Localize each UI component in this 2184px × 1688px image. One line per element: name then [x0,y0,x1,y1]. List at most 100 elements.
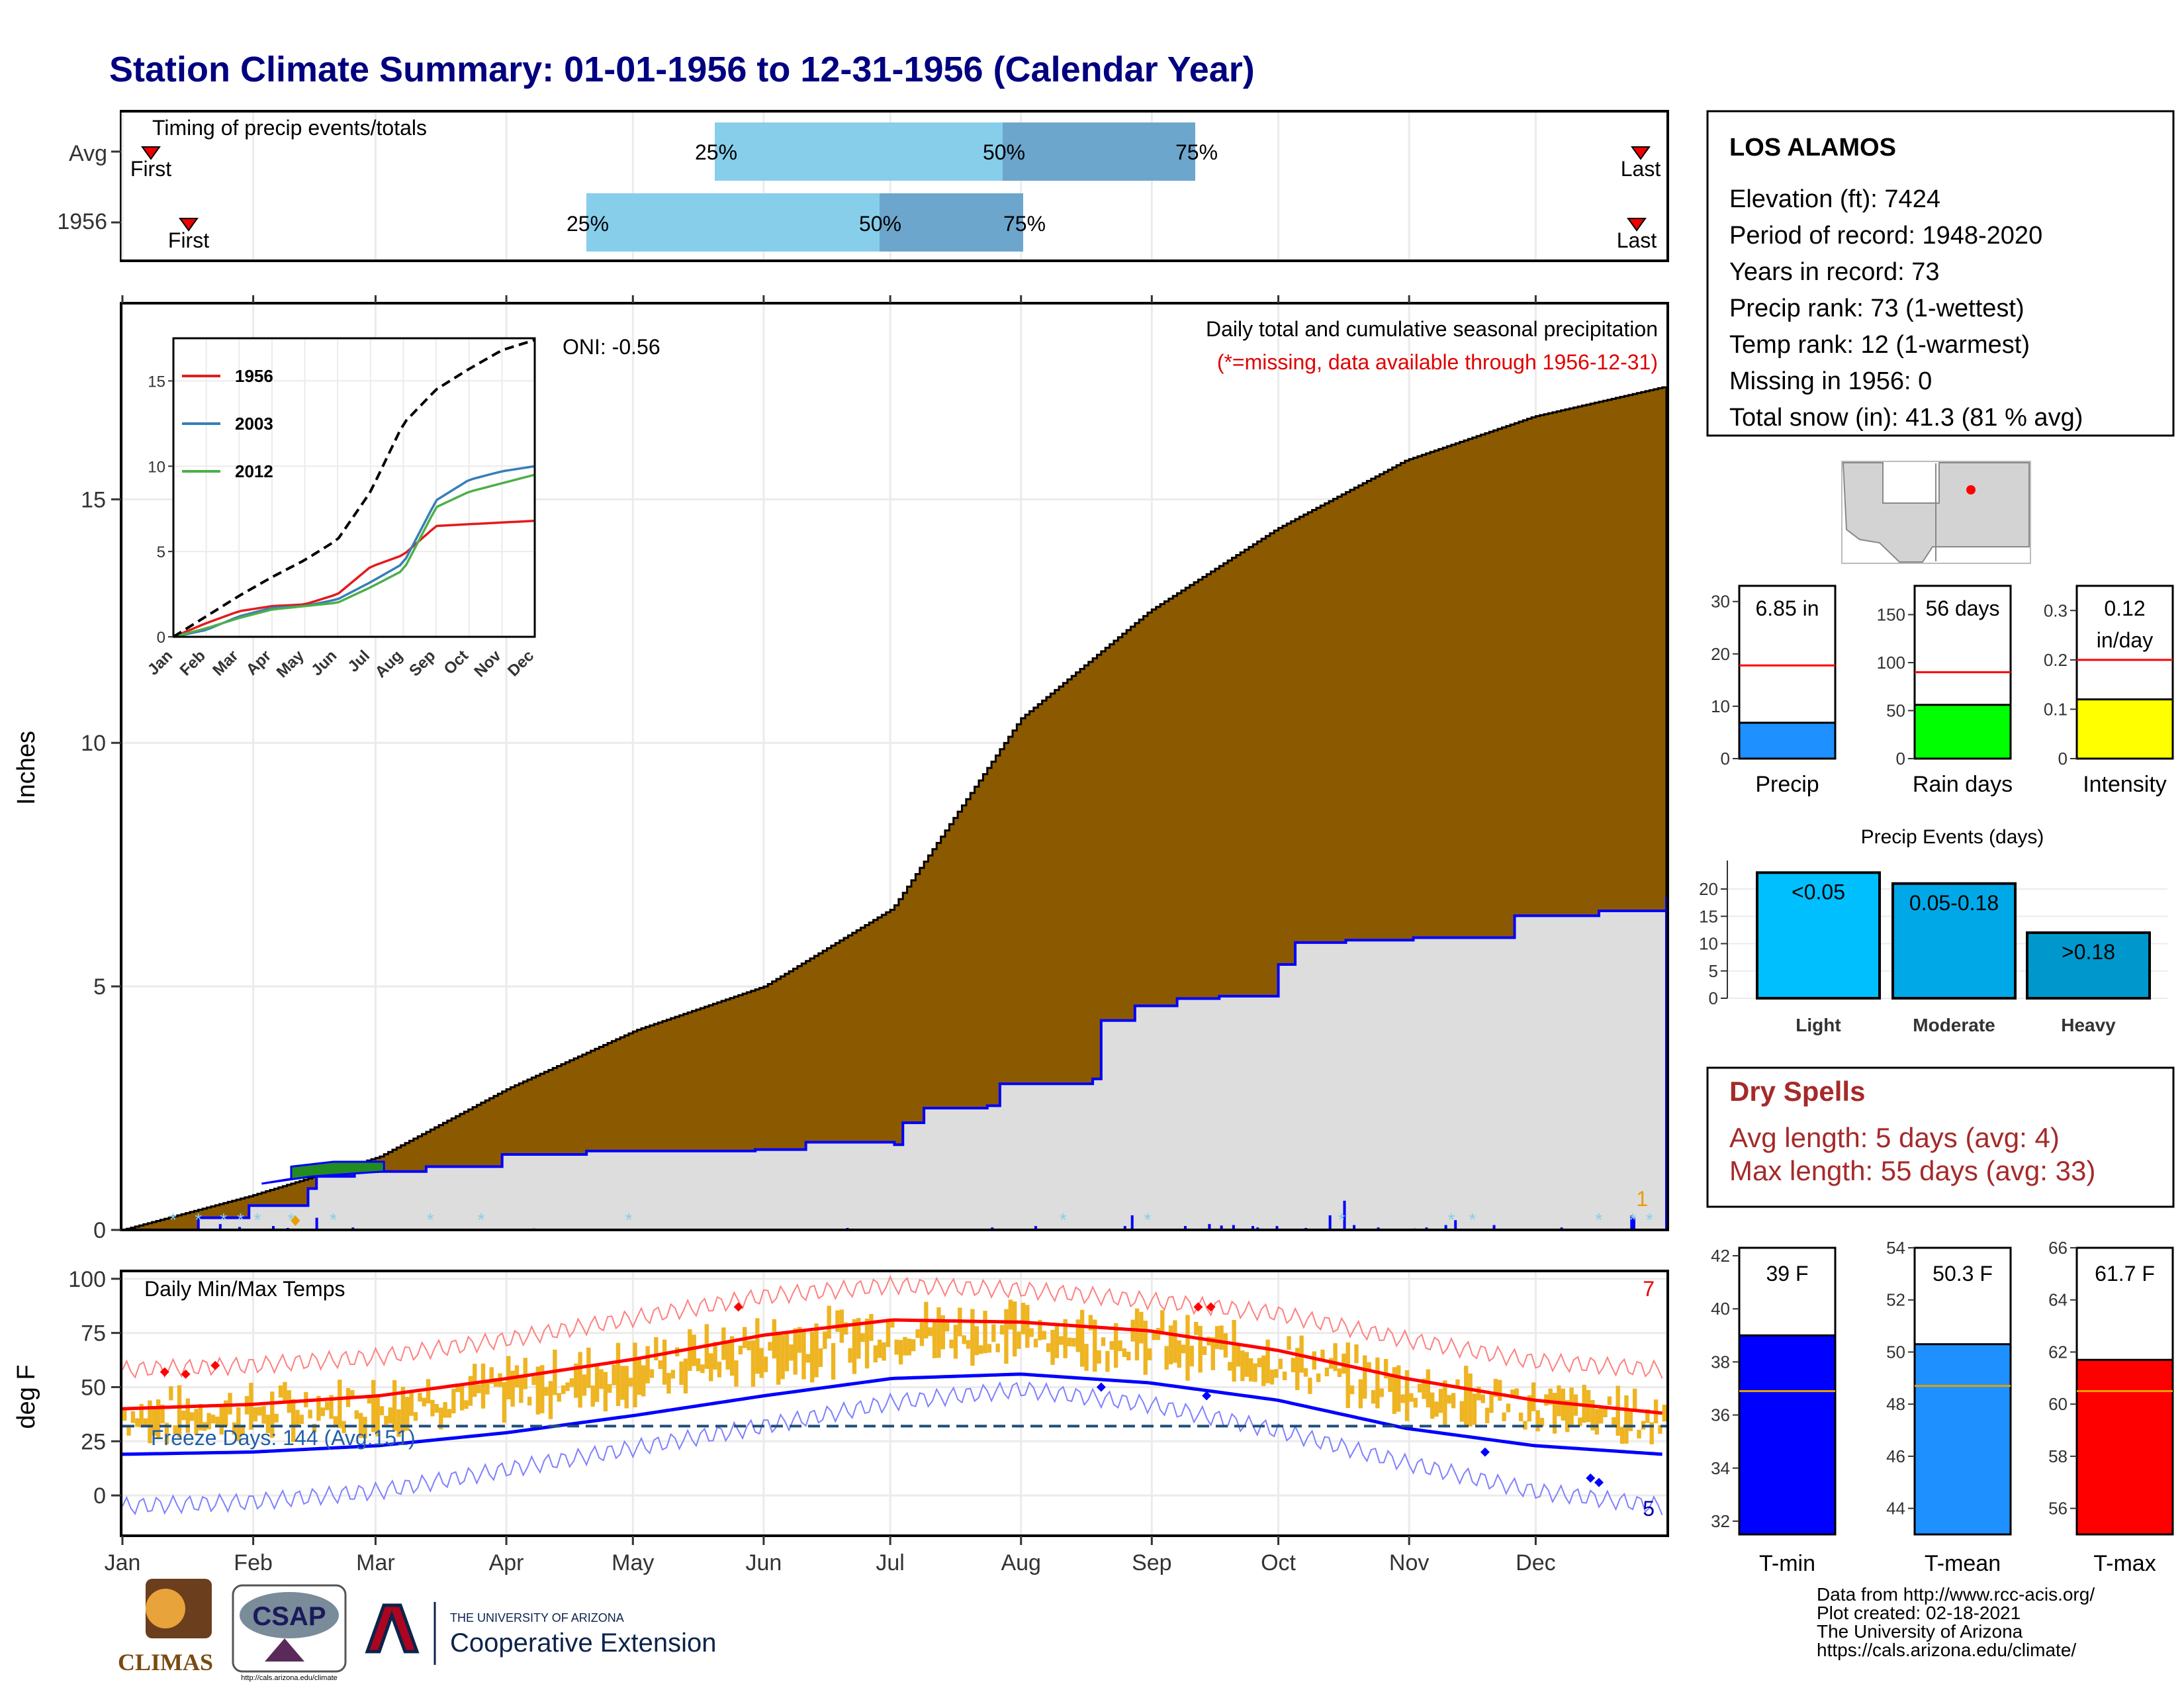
daily-temp-bar [1008,1299,1013,1330]
daily-temp-bar [1599,1407,1604,1424]
csap-cloud-icon [240,1592,339,1638]
daily-temp-bar [324,1401,330,1411]
month-label: Jan [105,1550,141,1575]
dry-spells-box: Dry Spells Avg length: 5 days (avg: 4) M… [1706,1066,2175,1208]
daily-temp-bar [1093,1319,1097,1372]
daily-temp-bar [801,1331,806,1380]
daily-temp-bar [126,1427,131,1436]
snow-marker: * [220,1209,228,1230]
events-bar [2026,931,2151,1000]
summary-tick-label: 0.3 [2044,600,2068,620]
daily-temp-bar [1624,1395,1629,1444]
events-tick-label: 20 [1699,879,1718,899]
daily-temp-bar [1337,1368,1342,1378]
daily-temp-bar [143,1418,148,1427]
daily-temp-bar [1143,1321,1148,1375]
summary-tick-label: 0.2 [2044,650,2068,670]
daily-temp-bar [473,1364,477,1397]
station-line-1: Elevation (ft): 7424 [1729,185,1940,213]
daily-temp-bar [612,1364,616,1385]
daily-temp-bar [1126,1351,1131,1361]
daily-temp-bar [578,1352,582,1408]
inset-x-label: Sep [406,647,439,680]
daily-temp-bar [692,1335,696,1366]
daily-temp-bar [477,1384,481,1393]
inset-y-label: 15 [148,373,165,391]
daily-temp-bar [535,1366,541,1415]
daily-temp-bar [1367,1362,1371,1371]
timing-bars [586,122,1195,252]
daily-temp-bar [341,1421,346,1434]
daily-temp-bar [249,1382,253,1430]
dry-spells-title: Dry Spells [1729,1076,1865,1107]
temp-summary-value-label: 61.7 F [2095,1262,2155,1286]
daily-temp-bar [831,1342,836,1380]
daily-temp-bar [1101,1337,1106,1346]
daily-temp-bar [1388,1376,1392,1392]
snow-marker: * [237,1209,244,1230]
daily-temp-bar [645,1346,650,1383]
daily-temp-bar [1118,1340,1122,1352]
events-tick-label: 0 [1709,988,1718,1008]
year-first-marker [179,218,199,232]
daily-temp-bar [489,1367,494,1384]
daily-temp-bar [1004,1309,1009,1364]
daily-temp-bar [1038,1319,1042,1340]
daily-temp-bar [1557,1385,1561,1417]
daily-temp-bar [995,1343,1000,1352]
daily-temp-bar [940,1315,945,1350]
daily-temp-bar [844,1322,848,1335]
dry-spells-frame [1706,1066,2175,1208]
daily-temp-bar [654,1336,659,1361]
inset-x-label: Apr [243,647,275,679]
station-line-2: Period of record: 1948-2020 [1729,222,2042,250]
year-25-label: 25% [567,212,609,236]
snow-marker: * [1144,1209,1152,1230]
daily-temp-bar [919,1322,925,1346]
summary-tick-label: 20 [1711,644,1730,664]
daily-temp-bar [1523,1421,1527,1430]
snow-marker: * [1629,1209,1637,1230]
snow-marker: * [1060,1209,1067,1230]
temp-summary-value-label: 39 F [1766,1262,1808,1286]
csap-logo: CSAP http://cals.arizona.edu/climate [232,1584,347,1682]
inset-series-line [173,473,535,638]
summary-tick-label: 0 [1896,749,1905,769]
daily-temp-bar [1535,1410,1540,1432]
temp-summary-tick-label: 54 [1886,1238,1905,1258]
avg-25-label: 25% [695,140,737,164]
daily-temp-bar [936,1307,941,1358]
summary-category-label: Rain days [1913,772,2013,797]
daily-temp-bar [531,1376,536,1385]
daily-temp-bar [1232,1320,1236,1382]
daily-temp-bar [649,1369,655,1378]
summary-tick-label: 50 [1886,701,1905,721]
daily-temp-bar [898,1340,903,1365]
daily-temp-bar [1312,1351,1316,1370]
daily-precip-bar [1492,1225,1496,1230]
inset-y-label: 10 [148,458,165,476]
daily-temp-bar [510,1370,515,1407]
daily-temp-bar [1531,1382,1536,1411]
daily-temp-bar [135,1418,140,1427]
daily-temp-bar [1658,1425,1662,1434]
daily-temp-bar [1548,1388,1553,1405]
daily-temp-bar [1518,1412,1524,1422]
daily-temp-bar [1484,1407,1490,1423]
temp-summary-bars: 32 34 36 38 40 42 39 F T-min 44 46 48 50 52 54 50.3 F T… [1711,1238,2174,1576]
daily-temp-bar [1438,1389,1443,1413]
daily-temp-bar [1223,1333,1228,1358]
station-line-4: Precip rank: 73 (1-wettest) [1729,295,2025,322]
temp-y-label: 50 [81,1375,106,1400]
inset-x-label: Jun [308,647,340,679]
daily-temp-bar [540,1365,545,1413]
station-line-5: Temp rank: 12 (1-warmest) [1729,331,2030,359]
daily-temp-bar [620,1366,625,1400]
inset-legend-label: 2012 [235,461,273,481]
daily-temp-bar [565,1382,570,1391]
inset-x-label: Mar [209,647,242,679]
station-info-box: LOS ALAMOS Elevation (ft): 7424 Period o… [1706,110,2175,437]
daily-temp-bar [1228,1362,1232,1371]
ua-main-text: Cooperative Extension [450,1628,716,1658]
avg-last-marker [1631,146,1651,160]
